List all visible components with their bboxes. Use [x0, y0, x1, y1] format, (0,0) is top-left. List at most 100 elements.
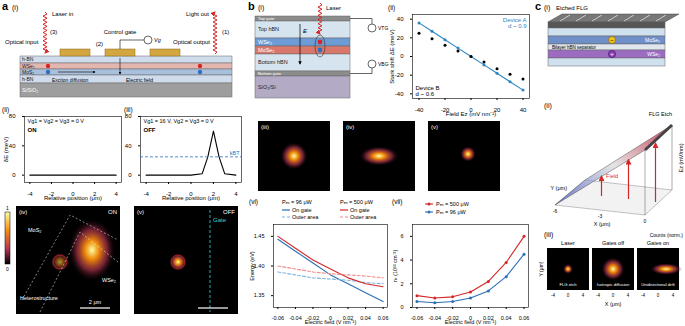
svg-text:4: 4: [582, 293, 585, 298]
svg-text:Isotropic diffusion: Isotropic diffusion: [597, 282, 630, 287]
svg-text:Device Ad ~ 0.9: Device Ad ~ 0.9: [503, 17, 527, 29]
svg-text:(iii): (iii): [544, 231, 553, 239]
svg-text:1: 1: [6, 205, 9, 211]
svg-text:On gate: On gate: [350, 207, 370, 213]
svg-text:0: 0: [400, 304, 403, 310]
svg-text:(2): (2): [96, 41, 103, 47]
svg-text:SiO₂/Si: SiO₂/Si: [258, 84, 276, 90]
svg-text:Optical input: Optical input: [5, 39, 39, 45]
svg-text:(i): (i): [12, 4, 18, 12]
svg-text:Field Ez (mV nm⁻¹): Field Ez (mV nm⁻¹): [446, 111, 496, 117]
svg-text:0: 0: [657, 293, 660, 298]
svg-text:Y (μm): Y (μm): [550, 185, 567, 191]
svg-text:a: a: [2, 0, 9, 12]
svg-text:(v): (v): [431, 124, 438, 130]
svg-text:40: 40: [125, 143, 132, 149]
svg-text:(iii): (iii): [261, 124, 269, 130]
svg-text:0: 0: [612, 293, 615, 298]
svg-text:-6: -6: [553, 208, 558, 214]
svg-text:Vg: Vg: [154, 37, 162, 43]
svg-text:80: 80: [9, 113, 16, 119]
svg-text:(v): (v): [137, 209, 144, 215]
svg-text:MoSe₂: MoSe₂: [645, 37, 660, 43]
svg-text:Relative position (μm): Relative position (μm): [44, 195, 102, 201]
svg-text:0: 0: [6, 266, 9, 272]
svg-text:Pₑₓ = 500 μW: Pₑₓ = 500 μW: [436, 201, 470, 207]
svg-text:-4: -4: [143, 191, 149, 197]
svg-text:0: 0: [128, 172, 132, 178]
svg-text:Electric field (V nm⁻¹): Electric field (V nm⁻¹): [305, 319, 357, 325]
svg-text:Pₑₓ = 96 μW: Pₑₓ = 96 μW: [436, 209, 467, 215]
svg-text:40: 40: [9, 143, 16, 149]
svg-text:1.45: 1.45: [254, 233, 265, 239]
svg-text:(vii): (vii): [392, 198, 402, 206]
svg-text:MoS₂: MoS₂: [22, 69, 34, 75]
svg-text:MoSe₂: MoSe₂: [258, 47, 275, 53]
svg-text:Device Bd ~ 0.6: Device Bd ~ 0.6: [416, 85, 440, 97]
svg-text:On gate: On gate: [292, 207, 312, 213]
svg-text:c: c: [535, 0, 541, 12]
svg-text:(ii): (ii): [388, 4, 395, 12]
svg-text:δE (meV): δE (meV): [3, 137, 9, 162]
svg-text:2 μm: 2 μm: [89, 299, 102, 305]
svg-text:b: b: [248, 0, 255, 12]
svg-text:-20: -20: [395, 72, 404, 78]
svg-text:Etched FLG: Etched FLG: [556, 5, 588, 11]
svg-text:0: 0: [567, 293, 570, 298]
svg-text:+: +: [610, 51, 614, 57]
svg-text:-4: -4: [27, 191, 33, 197]
svg-text:(vi): (vi): [249, 198, 258, 206]
svg-text:4: 4: [672, 293, 675, 298]
svg-text:(i): (i): [544, 4, 550, 12]
svg-text:Top gate: Top gate: [258, 16, 275, 21]
svg-text:WSe₂: WSe₂: [102, 277, 116, 283]
svg-text:-4: -4: [551, 293, 555, 298]
svg-text:(3): (3): [50, 29, 57, 35]
svg-text:-40: -40: [415, 107, 424, 113]
svg-text:ON: ON: [108, 209, 117, 215]
svg-text:Top hBN: Top hBN: [258, 26, 279, 32]
svg-text:80: 80: [125, 113, 132, 119]
svg-text:Energy (eV): Energy (eV): [249, 251, 255, 281]
svg-text:40: 40: [520, 107, 527, 113]
svg-text:VBG: VBG: [378, 61, 389, 67]
svg-text:1.35: 1.35: [254, 292, 265, 298]
svg-text:0: 0: [644, 218, 647, 224]
svg-text:ON: ON: [28, 127, 37, 133]
svg-text:Pₑₓ = 500 μW: Pₑₓ = 500 μW: [340, 199, 374, 205]
svg-text:OFF: OFF: [223, 209, 235, 215]
svg-text:2: 2: [400, 281, 403, 287]
svg-text:(ii): (ii): [544, 102, 552, 110]
svg-text:X (μm): X (μm): [605, 301, 622, 307]
svg-text:WSe₂: WSe₂: [647, 51, 660, 57]
svg-text:Outer area: Outer area: [350, 214, 377, 220]
svg-text:MoS₂: MoS₂: [28, 227, 41, 233]
svg-text:WSe₂: WSe₂: [258, 39, 272, 45]
svg-text:4: 4: [114, 191, 118, 197]
svg-text:0: 0: [12, 172, 16, 178]
svg-text:(iv): (iv): [19, 209, 27, 215]
svg-text:0: 0: [400, 53, 404, 59]
svg-text:-4: -4: [641, 293, 645, 298]
svg-text:-0.06: -0.06: [411, 315, 424, 321]
svg-text:-0.06: -0.06: [272, 315, 285, 321]
svg-text:Si/SiO₂: Si/SiO₂: [22, 87, 38, 93]
svg-text:-0.04: -0.04: [429, 315, 442, 321]
svg-text:Y (μm): Y (μm): [538, 261, 544, 276]
svg-text:Counts (norm.): Counts (norm.): [650, 232, 684, 238]
svg-text:-0.04: -0.04: [289, 315, 302, 321]
svg-text:FLG etch: FLG etch: [559, 282, 577, 287]
svg-text:Stark shift ΔE (meV): Stark shift ΔE (meV): [389, 29, 395, 83]
svg-text:Vg1 = Vg2 = Vg3 = 0 V: Vg1 = Vg2 = Vg3 = 0 V: [28, 118, 85, 124]
svg-text:Optical output: Optical output: [173, 39, 210, 45]
svg-text:-40: -40: [395, 91, 404, 97]
svg-text:−: −: [610, 37, 614, 43]
svg-text:Outer area: Outer area: [292, 214, 319, 220]
svg-text:0.06: 0.06: [378, 315, 389, 321]
svg-text:Light out: Light out: [186, 11, 209, 17]
svg-text:6: 6: [400, 233, 403, 239]
svg-text:Bottom hBN: Bottom hBN: [258, 59, 288, 65]
svg-text:Laser in: Laser in: [52, 11, 73, 17]
svg-text:VTG: VTG: [378, 25, 388, 31]
svg-text:Gates off: Gates off: [602, 240, 625, 246]
